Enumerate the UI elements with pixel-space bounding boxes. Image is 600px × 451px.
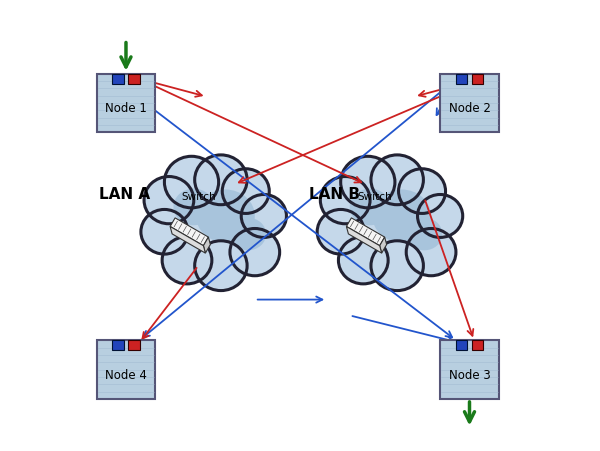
FancyBboxPatch shape (128, 341, 140, 350)
Ellipse shape (317, 210, 364, 254)
Ellipse shape (222, 170, 269, 214)
Polygon shape (380, 238, 386, 253)
Ellipse shape (371, 156, 424, 205)
FancyBboxPatch shape (112, 341, 124, 350)
Ellipse shape (241, 195, 286, 238)
Polygon shape (170, 227, 205, 253)
Text: Node 3: Node 3 (449, 368, 490, 381)
Ellipse shape (194, 156, 247, 205)
FancyBboxPatch shape (97, 341, 155, 399)
FancyBboxPatch shape (456, 341, 467, 350)
FancyBboxPatch shape (472, 341, 483, 350)
FancyBboxPatch shape (440, 341, 499, 399)
FancyBboxPatch shape (472, 74, 483, 84)
Ellipse shape (373, 190, 431, 243)
Text: Node 2: Node 2 (449, 102, 490, 115)
Ellipse shape (418, 195, 463, 238)
Polygon shape (346, 218, 385, 246)
Text: LAN B: LAN B (309, 186, 360, 202)
Ellipse shape (371, 241, 424, 291)
Ellipse shape (406, 229, 456, 276)
Ellipse shape (350, 189, 391, 226)
Ellipse shape (144, 177, 194, 224)
Ellipse shape (341, 157, 395, 208)
Ellipse shape (406, 218, 442, 251)
Ellipse shape (320, 177, 370, 224)
Text: Node 1: Node 1 (105, 102, 147, 115)
Ellipse shape (230, 229, 280, 276)
FancyBboxPatch shape (112, 74, 124, 84)
Text: Switch: Switch (357, 192, 392, 202)
FancyBboxPatch shape (97, 74, 155, 133)
Ellipse shape (347, 182, 429, 259)
FancyBboxPatch shape (128, 74, 140, 84)
Ellipse shape (171, 182, 253, 259)
Polygon shape (203, 238, 211, 253)
Ellipse shape (338, 237, 388, 284)
Polygon shape (170, 218, 208, 246)
FancyBboxPatch shape (456, 74, 467, 84)
Ellipse shape (196, 190, 255, 243)
FancyBboxPatch shape (440, 74, 499, 133)
Ellipse shape (164, 157, 218, 208)
Ellipse shape (173, 189, 214, 226)
Ellipse shape (141, 210, 188, 254)
Text: Node 4: Node 4 (105, 368, 147, 381)
Ellipse shape (194, 241, 247, 291)
Polygon shape (346, 227, 382, 253)
Ellipse shape (398, 170, 446, 214)
Text: LAN A: LAN A (99, 186, 150, 202)
Ellipse shape (230, 218, 266, 251)
Text: Switch: Switch (181, 192, 215, 202)
Ellipse shape (162, 237, 212, 284)
